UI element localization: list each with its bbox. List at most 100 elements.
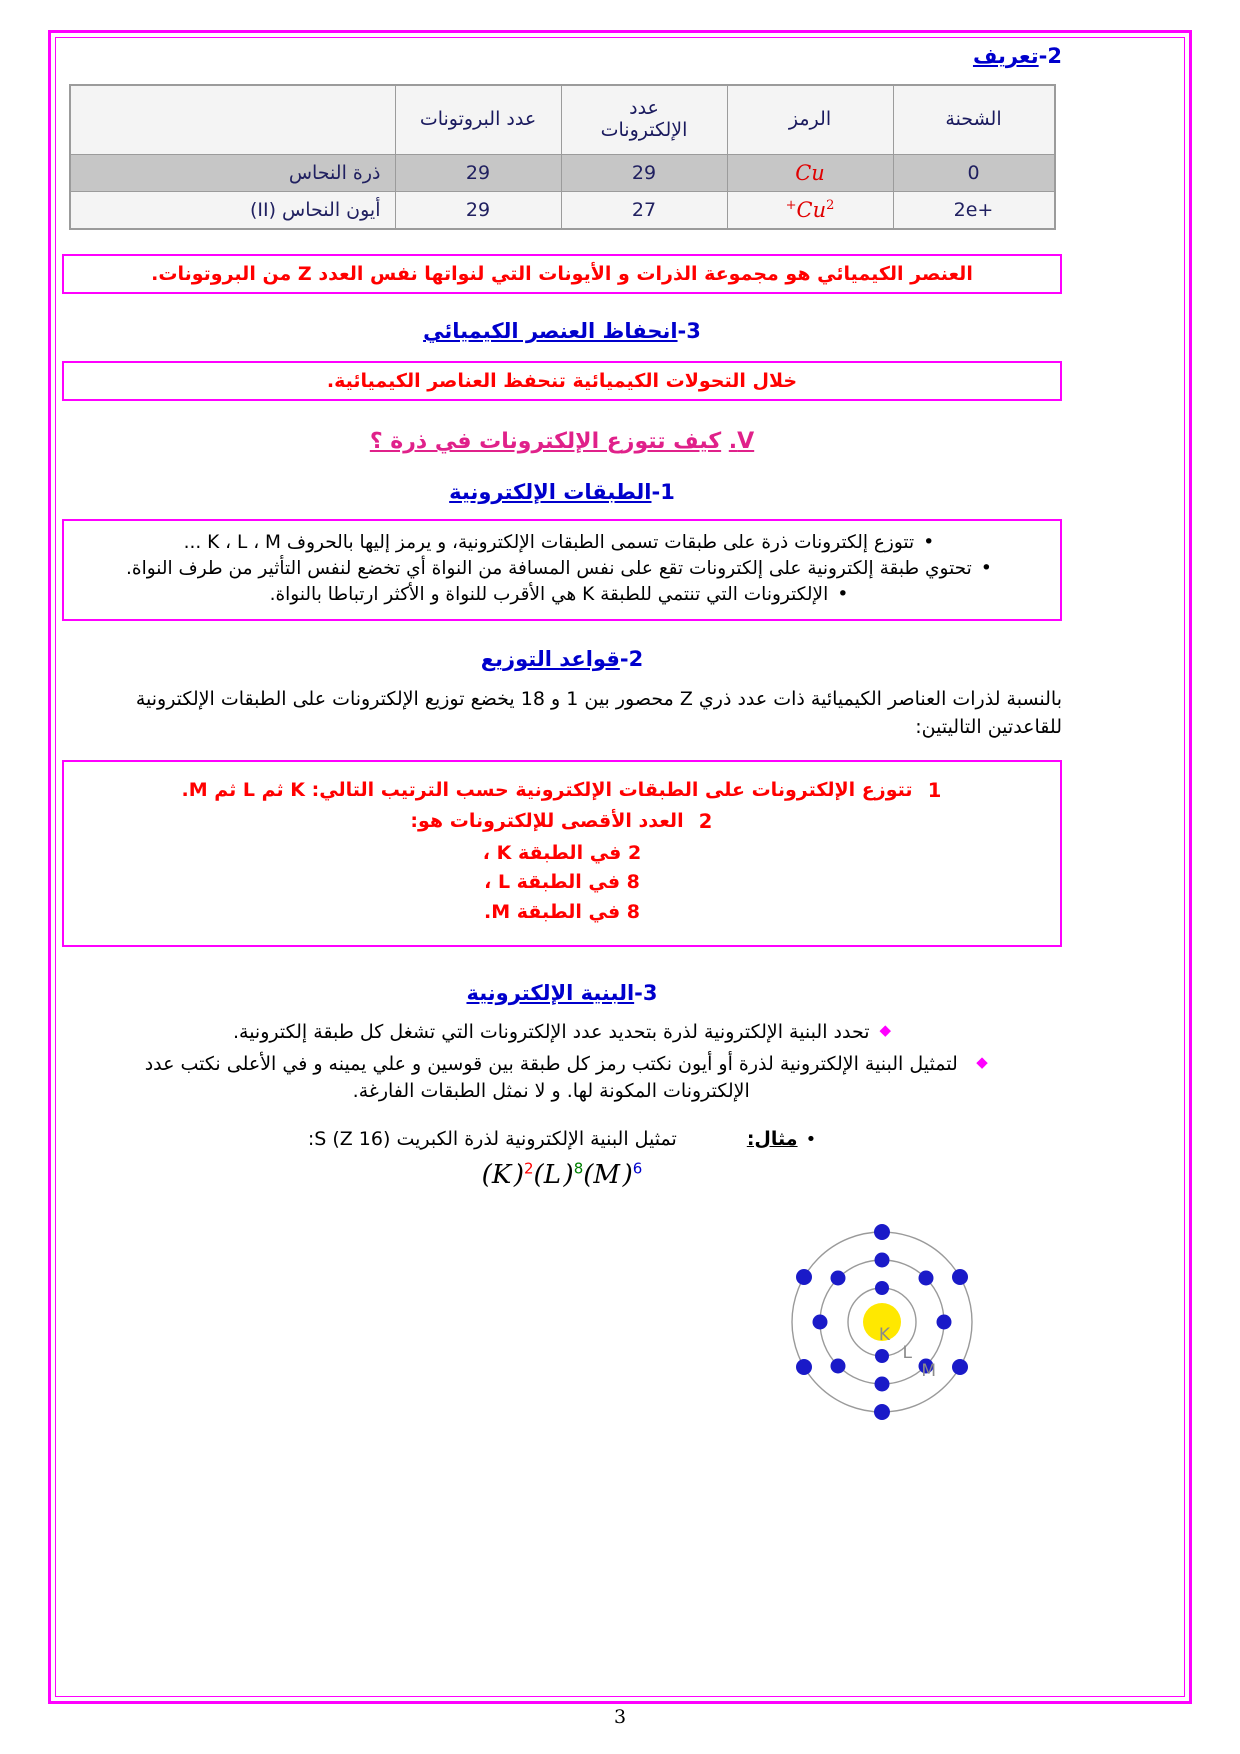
list-item: ◆ تحدد البنية الإلكترونية لذرة بتحديد عد… — [62, 1019, 1062, 1047]
electron — [875, 1281, 889, 1296]
list-item-label: تحدد البنية الإلكترونية لذرة بتحديد عدد … — [232, 1021, 870, 1044]
th-electrons-line1: عدد — [629, 97, 659, 120]
structure-bullet-list: ◆ تحدد البنية الإلكترونية لذرة بتحديد عد… — [62, 1019, 1062, 1106]
symbol-cu-charge: 2+ — [785, 198, 835, 213]
heading-distribution: V. كيف تتوزع الإلكترونات في ذرة ؟ — [62, 429, 1062, 454]
list-item: • تحتوي طبقة إلكترونية على إلكترونات تقع… — [84, 557, 1034, 582]
atom-diagram-svg: K L M — [791, 1224, 973, 1421]
notation-m: (M )6 — [583, 1159, 643, 1191]
note-element-definition-text: العنصر الكيميائي هو مجموعة الذرات و الأي… — [151, 263, 973, 285]
page-border-outer — [48, 30, 1192, 1704]
shell-label-l: L — [903, 1343, 913, 1363]
bullet-icon: • — [980, 556, 992, 579]
paragraph-rules-intro-text: بالنسبة لذرات العناصر الكيميائية ذات عدد… — [135, 687, 1062, 739]
nucleus — [863, 1303, 901, 1342]
rule-max-line: 8 في الطبقة L ، — [484, 871, 640, 894]
heading-layers: 1-الطبقات الإلكترونية — [62, 480, 1062, 504]
page-number: 3 — [613, 1706, 627, 1728]
electron — [874, 1376, 890, 1392]
th-electrons: عدد الإلكترونات — [560, 84, 728, 155]
heading-definition-number: 2- — [1038, 44, 1062, 68]
example-line: • مثال: تمثيل البنية الإلكترونية لذرة ال… — [62, 1128, 1062, 1150]
page-border-inner — [55, 37, 1185, 1697]
bullet-icon: • — [805, 1128, 817, 1150]
copper-table-wrap: الشحنة الرمز عدد الإلكترونات عدد البروتو… — [62, 84, 1062, 230]
rule-item: 2 العدد الأقصى للإلكترونات هو: — [94, 807, 1030, 836]
page-content: 2-تعريف الشحنة الرمز عدد الإلكترونات عدد… — [62, 44, 1062, 1684]
note-element-definition: العنصر الكيميائي هو مجموعة الذرات و الأي… — [62, 254, 1062, 294]
notation-l-symbol: L — [543, 1160, 561, 1191]
cell-electrons: 29 — [560, 154, 728, 192]
rule-max-line: 8 في الطبقة M. — [484, 900, 640, 923]
notation-l-count: 8 — [573, 1159, 584, 1178]
rule-item: 1 تتوزع الإلكترونات على الطبقات الإلكترو… — [94, 776, 1030, 805]
electron — [874, 1224, 890, 1241]
electron — [830, 1358, 846, 1374]
heading-rules-text: قواعد التوزيع — [480, 646, 620, 671]
electronic-structure-notation: (K )2(L )8(M )6 — [62, 1160, 1062, 1191]
electron — [830, 1270, 846, 1286]
cell-row-label: ذرة النحاس — [69, 154, 396, 192]
note-conservation-text: خلال التحولات الكيميائية تنحفظ العناصر ا… — [326, 370, 798, 392]
atom-diagram: K L M — [772, 1214, 1002, 1429]
heading-structure: 3-البنية الإلكترونية — [62, 981, 1062, 1005]
example-label: مثال: — [746, 1127, 798, 1150]
list-item: • تتوزع إلكترونات ذرة على طبقات تسمى الط… — [84, 531, 1034, 556]
diamond-bullet-icon: ◆ — [879, 1021, 892, 1040]
heading-conservation-text: انحفاظ العنصر الكيميائي — [423, 319, 678, 343]
rule-number: 1 — [927, 778, 942, 802]
rule-max-line: 2 في الطبقة K ، — [482, 841, 642, 864]
heading-conservation-number: 3- — [677, 319, 701, 343]
heading-structure-number: 3- — [634, 981, 658, 1006]
electron — [812, 1314, 828, 1330]
electron — [796, 1269, 812, 1286]
diamond-bullet-icon: ◆ — [976, 1052, 988, 1071]
list-item-label: لتمثيل البنية الإلكترونية لذرة أو أيون ن… — [144, 1052, 958, 1103]
notation-m-symbol: M — [593, 1160, 621, 1191]
cell-protons: 29 — [394, 191, 562, 230]
cell-symbol: Cu — [726, 154, 894, 192]
example-text: تمثيل البنية الإلكترونية لذرة الكبريت S … — [307, 1127, 677, 1150]
cell-electrons: 27 — [560, 191, 728, 230]
notation-m-count: 6 — [632, 1159, 643, 1178]
copper-table: الشحنة الرمز عدد الإلكترونات عدد البروتو… — [68, 84, 1056, 230]
table-header-row: الشحنة الرمز عدد الإلكترونات عدد البروتو… — [69, 84, 1055, 155]
electron — [952, 1359, 968, 1376]
heading-structure-text: البنية الإلكترونية — [466, 981, 635, 1006]
note-conservation: خلال التحولات الكيميائية تنحفظ العناصر ا… — [62, 361, 1062, 401]
th-symbol: الرمز — [726, 84, 894, 155]
notation-k-count: 2 — [524, 1159, 534, 1178]
cell-charge: +2e — [892, 191, 1055, 230]
electron — [952, 1269, 968, 1286]
list-item-label: تتوزع إلكترونات ذرة على طبقات تسمى الطبق… — [183, 532, 915, 553]
table-row: +2e Cu2+ 27 29 أيون النحاس (II) — [69, 191, 1055, 230]
notation-l: (L )8 — [533, 1159, 584, 1191]
heading-conservation: 3-انحفاظ العنصر الكيميائي — [62, 319, 1062, 343]
heading-rules-number: 2- — [619, 646, 644, 671]
th-charge: الشحنة — [892, 84, 1055, 155]
electron — [796, 1359, 812, 1376]
list-item-label: تحتوي طبقة إلكترونية على إلكترونات تقع ع… — [126, 557, 972, 579]
list-item: ◆ لتمثيل البنية الإلكترونية لذرة أو أيون… — [62, 1051, 1062, 1106]
note-layers: • تتوزع إلكترونات ذرة على طبقات تسمى الط… — [62, 519, 1062, 621]
heading-definition-text: تعريف — [972, 44, 1039, 68]
shell-label-k: K — [879, 1325, 891, 1345]
cell-charge: 0 — [892, 154, 1055, 192]
cell-protons: 29 — [394, 154, 562, 192]
symbol-cu: Cu — [795, 161, 825, 185]
electron — [875, 1349, 889, 1364]
symbol-cu-ion: Cu2+ — [786, 198, 835, 222]
bullet-icon: • — [923, 531, 935, 553]
cell-row-label: أيون النحاس (II) — [69, 191, 396, 230]
symbol-cu-base: Cu — [796, 198, 827, 222]
electron — [874, 1252, 890, 1268]
heading-definition: 2-تعريف — [62, 44, 1062, 68]
list-item: • الإلكترونات التي تنتمي للطبقة K هي الأ… — [84, 583, 1034, 608]
heading-distribution-number: V. — [728, 429, 755, 454]
heading-distribution-text: كيف تتوزع الإلكترونات في ذرة ؟ — [369, 429, 722, 454]
electron — [874, 1404, 890, 1421]
electron — [918, 1358, 934, 1374]
electron — [918, 1270, 934, 1286]
list-item-label: الإلكترونات التي تنتمي للطبقة K هي الأقر… — [269, 583, 829, 605]
heading-layers-text: الطبقات الإلكترونية — [449, 480, 652, 504]
